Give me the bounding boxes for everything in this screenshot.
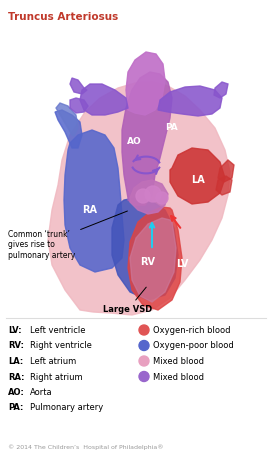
Text: AO: AO xyxy=(127,138,141,147)
Polygon shape xyxy=(214,82,228,98)
Text: PA:: PA: xyxy=(8,404,23,413)
Circle shape xyxy=(139,340,149,350)
Text: Right ventricle: Right ventricle xyxy=(30,341,92,350)
Text: RA: RA xyxy=(82,205,97,215)
Text: RV: RV xyxy=(141,257,156,267)
Polygon shape xyxy=(80,84,128,115)
Text: RA:: RA: xyxy=(8,372,24,381)
Polygon shape xyxy=(216,176,232,195)
Text: Pulmonary artery: Pulmonary artery xyxy=(30,404,103,413)
Text: LV:: LV: xyxy=(8,326,22,335)
Text: Mixed blood: Mixed blood xyxy=(153,357,204,366)
Text: PA: PA xyxy=(166,123,178,133)
Text: Aorta: Aorta xyxy=(30,388,52,397)
Polygon shape xyxy=(158,86,222,116)
Circle shape xyxy=(136,189,150,203)
Circle shape xyxy=(156,192,168,204)
Text: Common ‘trunk’
gives rise to
pulmonary artery: Common ‘trunk’ gives rise to pulmonary a… xyxy=(8,211,127,260)
Text: Oxygen-poor blood: Oxygen-poor blood xyxy=(153,341,234,350)
Text: Oxygen-rich blood: Oxygen-rich blood xyxy=(153,326,230,335)
Text: Truncus Arteriosus: Truncus Arteriosus xyxy=(8,12,118,22)
Polygon shape xyxy=(122,72,172,205)
Polygon shape xyxy=(126,52,165,115)
Text: Left ventricle: Left ventricle xyxy=(30,326,85,335)
Circle shape xyxy=(139,356,149,366)
Text: LV: LV xyxy=(176,259,188,269)
Text: RV:: RV: xyxy=(8,341,24,350)
Polygon shape xyxy=(130,180,168,214)
Text: Left atrium: Left atrium xyxy=(30,357,76,366)
Text: Large VSD: Large VSD xyxy=(103,287,153,314)
Text: LA: LA xyxy=(191,175,205,185)
Text: AO:: AO: xyxy=(8,388,25,397)
Polygon shape xyxy=(130,218,176,302)
Text: Mixed blood: Mixed blood xyxy=(153,372,204,381)
Polygon shape xyxy=(55,110,82,148)
Text: LA:: LA: xyxy=(8,357,23,366)
Polygon shape xyxy=(70,78,87,94)
Text: © 2014 The Children’s  Hospital of Philadelphia®: © 2014 The Children’s Hospital of Philad… xyxy=(8,444,163,450)
Circle shape xyxy=(145,186,161,202)
Polygon shape xyxy=(48,82,230,315)
Polygon shape xyxy=(128,207,182,310)
Polygon shape xyxy=(64,130,124,272)
Polygon shape xyxy=(56,103,78,136)
Polygon shape xyxy=(218,160,234,182)
Text: Right atrium: Right atrium xyxy=(30,372,83,381)
Polygon shape xyxy=(70,98,88,113)
Circle shape xyxy=(139,371,149,381)
Polygon shape xyxy=(112,198,178,300)
Polygon shape xyxy=(170,148,225,204)
Circle shape xyxy=(139,325,149,335)
